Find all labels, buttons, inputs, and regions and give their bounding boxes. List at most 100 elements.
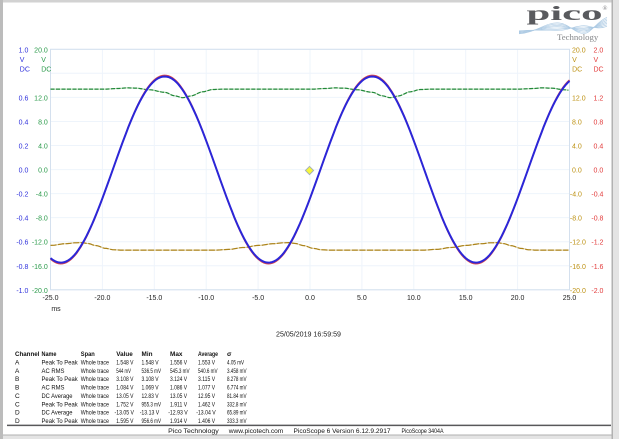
svg-text:®: ®	[603, 5, 608, 12]
svg-text:1.914 V: 1.914 V	[170, 418, 188, 425]
svg-text:15.0: 15.0	[459, 295, 473, 302]
svg-text:-8.0: -8.0	[36, 216, 48, 223]
svg-text:Pico Technology: Pico Technology	[168, 428, 219, 435]
svg-text:1.595 V: 1.595 V	[116, 418, 134, 425]
svg-text:PicoScope 6 Version 6.12.9.291: PicoScope 6 Version 6.12.9.2917	[294, 428, 391, 435]
svg-text:1.084 V: 1.084 V	[116, 385, 134, 392]
svg-text:0.8: 0.8	[594, 120, 604, 127]
svg-text:1.0: 1.0	[19, 47, 29, 54]
svg-text:Value: Value	[116, 351, 133, 358]
svg-text:Whole trace: Whole trace	[81, 393, 110, 400]
svg-text:Min: Min	[142, 351, 153, 358]
svg-text:-5.0: -5.0	[252, 295, 264, 302]
svg-text:13.05 V: 13.05 V	[170, 393, 188, 400]
svg-text:Whole trace: Whole trace	[81, 385, 110, 392]
svg-text:3.108 V: 3.108 V	[116, 376, 134, 383]
svg-text:0.0: 0.0	[305, 295, 315, 302]
svg-text:Peak To Peak: Peak To Peak	[42, 401, 79, 408]
svg-text:1.077 V: 1.077 V	[198, 385, 216, 392]
svg-text:4.05 mV: 4.05 mV	[227, 360, 245, 367]
svg-text:V: V	[41, 57, 46, 64]
svg-text:12.95 V: 12.95 V	[198, 393, 216, 400]
svg-text:5.0: 5.0	[357, 295, 367, 302]
svg-text:540.6 mV: 540.6 mV	[198, 368, 218, 375]
svg-text:1.553 V: 1.553 V	[198, 360, 216, 367]
svg-text:DC Average: DC Average	[42, 393, 73, 400]
svg-text:25/05/2019 16:59:59: 25/05/2019 16:59:59	[276, 330, 341, 339]
svg-text:-2.0: -2.0	[591, 288, 603, 295]
svg-text:1.548 V: 1.548 V	[116, 360, 134, 367]
svg-text:-1.0: -1.0	[16, 288, 28, 295]
svg-text:Span: Span	[81, 351, 95, 358]
svg-text:B: B	[15, 385, 19, 392]
svg-text:-0.4: -0.4	[591, 192, 603, 199]
svg-text:Whole trace: Whole trace	[81, 368, 110, 375]
svg-text:2.0: 2.0	[594, 47, 604, 54]
svg-text:0.0: 0.0	[19, 168, 29, 175]
svg-text:C: C	[15, 401, 20, 408]
svg-text:-4.0: -4.0	[36, 192, 48, 199]
svg-text:-16.0: -16.0	[32, 264, 48, 271]
svg-text:-0.4: -0.4	[16, 216, 28, 223]
svg-text:B: B	[15, 376, 19, 383]
svg-text:8.0: 8.0	[572, 120, 582, 127]
svg-text:-15.0: -15.0	[146, 295, 162, 302]
svg-text:544 mV: 544 mV	[116, 368, 131, 375]
svg-text:www.picotech.com: www.picotech.com	[228, 428, 284, 435]
svg-text:-0.2: -0.2	[16, 192, 28, 199]
svg-text:0.6: 0.6	[19, 95, 29, 102]
svg-text:8.0: 8.0	[38, 120, 48, 127]
svg-text:332.8 mV: 332.8 mV	[227, 401, 247, 408]
svg-text:AC RMS: AC RMS	[42, 368, 66, 375]
svg-text:-12.0: -12.0	[32, 240, 48, 247]
svg-text:DC: DC	[594, 66, 604, 73]
svg-text:0.0: 0.0	[38, 168, 48, 175]
svg-text:955.3 mV: 955.3 mV	[142, 401, 162, 408]
svg-text:PicoScope 3404A: PicoScope 3404A	[402, 428, 444, 435]
svg-text:V: V	[594, 57, 599, 64]
svg-text:0.0: 0.0	[572, 168, 582, 175]
svg-text:3.108 V: 3.108 V	[142, 376, 160, 383]
svg-text:0.4: 0.4	[19, 120, 29, 127]
svg-text:12.0: 12.0	[572, 95, 586, 102]
svg-text:3.124 V: 3.124 V	[170, 376, 188, 383]
svg-text:-0.8: -0.8	[16, 264, 28, 271]
svg-text:DC: DC	[41, 66, 51, 73]
svg-text:333.3 mV: 333.3 mV	[227, 418, 247, 425]
svg-text:-16.0: -16.0	[570, 264, 586, 271]
svg-text:C: C	[15, 393, 20, 400]
svg-text:-12.93 V: -12.93 V	[168, 410, 188, 417]
svg-text:AC RMS: AC RMS	[42, 385, 66, 392]
svg-text:DC: DC	[20, 66, 30, 73]
svg-text:1.548 V: 1.548 V	[142, 360, 160, 367]
svg-text:3.115 V: 3.115 V	[198, 376, 216, 383]
svg-text:25.0: 25.0	[563, 295, 577, 302]
svg-text:-20.0: -20.0	[570, 288, 586, 295]
svg-text:Technology: Technology	[557, 33, 599, 42]
svg-text:Channel: Channel	[15, 351, 40, 358]
svg-text:20.0: 20.0	[511, 295, 525, 302]
svg-text:V: V	[572, 57, 577, 64]
svg-text:3.458 mV: 3.458 mV	[227, 368, 247, 375]
svg-text:Average: Average	[198, 351, 218, 358]
svg-text:1.406 V: 1.406 V	[198, 418, 216, 425]
svg-text:Peak To Peak: Peak To Peak	[42, 418, 79, 425]
svg-text:0.4: 0.4	[594, 144, 604, 151]
svg-text:Whole trace: Whole trace	[81, 410, 110, 417]
svg-text:1.752 V: 1.752 V	[116, 401, 134, 408]
svg-text:81.84 mV: 81.84 mV	[227, 393, 247, 400]
svg-text:A: A	[15, 360, 20, 367]
svg-text:Max: Max	[170, 351, 183, 358]
svg-text:13.05 V: 13.05 V	[116, 393, 134, 400]
svg-text:0.0: 0.0	[594, 168, 604, 175]
svg-text:σ: σ	[227, 351, 232, 358]
svg-text:DC: DC	[572, 66, 582, 73]
svg-text:Peak To Peak: Peak To Peak	[42, 360, 79, 367]
svg-text:-20.0: -20.0	[32, 288, 48, 295]
svg-text:-13.05 V: -13.05 V	[115, 410, 135, 417]
svg-text:pico: pico	[527, 4, 603, 25]
svg-text:1.556 V: 1.556 V	[170, 360, 188, 367]
svg-text:1.911 V: 1.911 V	[170, 401, 188, 408]
svg-text:Whole trace: Whole trace	[81, 401, 110, 408]
svg-text:20.0: 20.0	[572, 47, 586, 54]
